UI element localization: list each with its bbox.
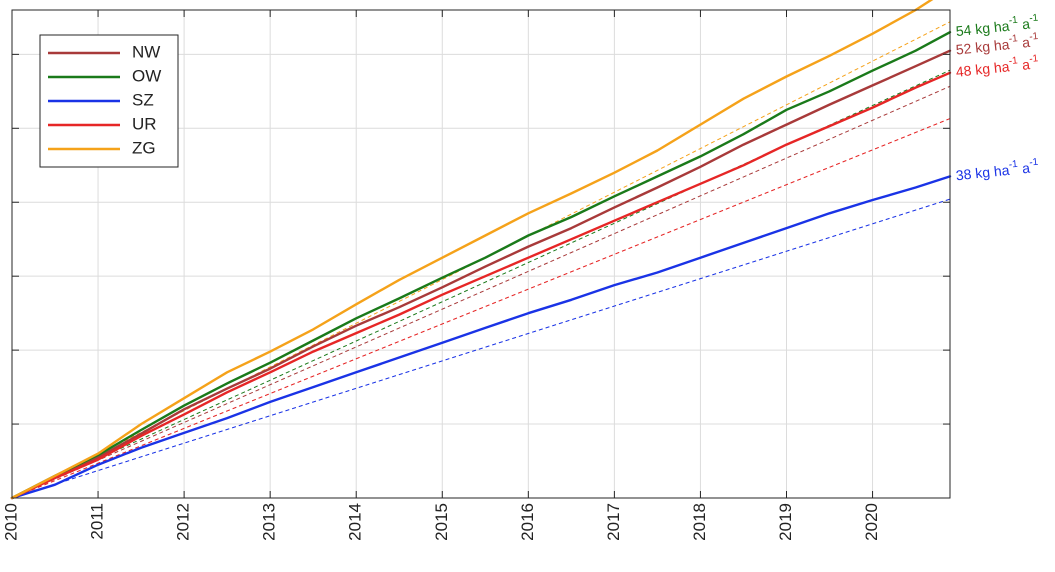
legend-label-ow: OW	[132, 66, 161, 85]
legend-label-sz: SZ	[132, 90, 154, 109]
series-line-ur	[10, 71, 952, 500]
series-line-zg	[10, 0, 934, 500]
legend-label-nw: NW	[132, 42, 160, 61]
rate-label-ow: 54 kg ha-1 a-1	[955, 12, 1040, 39]
x-tick-label-2011: 2011	[88, 503, 107, 540]
trend-line-ur	[11, 118, 951, 499]
rate-label-nw: 52 kg ha-1 a-1	[955, 31, 1040, 58]
series-line-ow	[10, 31, 952, 500]
legend: NW OW SZ UR ZG	[39, 34, 179, 168]
rate-label-sz: 38 kg ha-1 a-1	[955, 156, 1040, 183]
rate-labels: 52 kg ha-1 a-154 kg ha-1 a-1 38 kg ha-1 a…	[955, 12, 1040, 183]
x-tick-label-2015: 2015	[432, 503, 451, 541]
series-lines	[10, 0, 952, 500]
trend-line-ow	[11, 69, 951, 499]
x-tick-label-2016: 2016	[518, 503, 537, 541]
x-tick-label-2017: 2017	[604, 503, 623, 541]
x-axis-ticks: 2010 2011 2012 2013 2014 2015 2016 2017 2018 2019…	[1, 10, 950, 541]
rate-label-ur: 48 kg ha-1 a-1	[955, 53, 1040, 80]
trend-line-sz	[11, 198, 951, 499]
x-tick-label-2012: 2012	[174, 503, 193, 541]
trend-line-nw	[11, 85, 951, 499]
legend-label-zg: ZG	[132, 138, 156, 157]
x-tick-label-2020: 2020	[862, 503, 881, 541]
x-tick-label-2013: 2013	[260, 503, 279, 541]
series-line-sz	[10, 175, 952, 500]
series-line-nw	[10, 49, 952, 500]
x-tick-label-2019: 2019	[776, 503, 795, 541]
plot-frame	[11, 9, 951, 499]
x-tick-label-2014: 2014	[346, 503, 365, 541]
x-tick-label-2010: 2010	[1, 503, 20, 541]
legend-label-ur: UR	[132, 114, 157, 133]
x-tick-label-2018: 2018	[690, 503, 709, 541]
